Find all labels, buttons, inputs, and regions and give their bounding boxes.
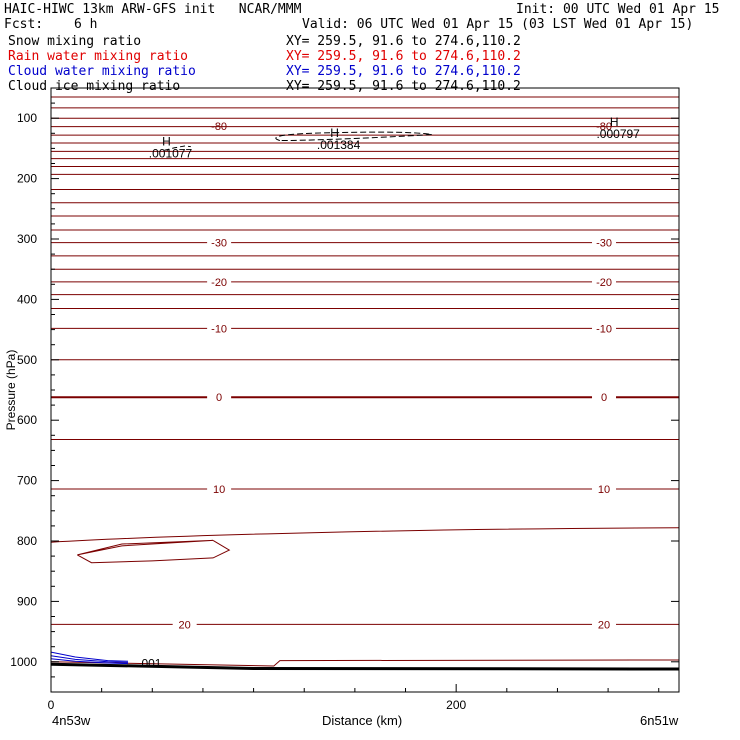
cloud-water-contour [50, 655, 128, 663]
isotherm-sloping-line [50, 527, 680, 543]
plot-title: HAIC-HIWC 13km ARW-GFS init NCAR/MMM [4, 2, 302, 17]
surface-terrain-line [50, 662, 680, 671]
y-tick-label: 500 [17, 353, 37, 367]
field-snow-xy: XY= 259.5, 91.6 to 274.6,110.2 [286, 34, 521, 49]
y-tick-label: 400 [17, 292, 37, 306]
cloud-ice-max-marker: H [162, 134, 171, 148]
x-tick-label: 200 [446, 698, 466, 712]
isotherm-label: -30 [596, 238, 612, 250]
cloud-ice-max-value: .001077 [149, 146, 193, 160]
forecast-value: 6 h [74, 17, 98, 32]
y-axis-label: Pressure (hPa) [4, 350, 18, 431]
y-tick-label: 200 [17, 172, 37, 186]
right-endpoint-label: 6n51w [640, 713, 679, 728]
closed-temperature-contour [77, 539, 231, 564]
isotherm-label: -80 [211, 121, 227, 133]
y-tick-label: 800 [17, 534, 37, 548]
plot-frame [50, 87, 680, 693]
field-cloudwater-name: Cloud water mixing ratio [8, 64, 196, 79]
y-tick-label: 700 [17, 474, 37, 488]
cloud-water-contour [50, 651, 128, 662]
valid-time: Valid: 06 UTC Wed 01 Apr 15 (03 LST Wed … [302, 17, 694, 32]
temperature-contours [50, 96, 680, 667]
isotherm-label: 20 [598, 619, 610, 631]
closed-contour-top [77, 539, 214, 556]
y-tick-label: 100 [17, 111, 37, 125]
field-cloudice-xy: XY= 259.5, 91.6 to 274.6,110.2 [286, 79, 521, 94]
cloud-ice-max-value: .000797 [596, 127, 640, 141]
cloud-water-label: .001 [138, 657, 162, 671]
isotherm-surface-line [50, 659, 680, 667]
isotherm-label: -20 [211, 277, 227, 289]
field-cloudice-name: Cloud ice mixing ratio [8, 79, 181, 94]
cloud-ice-max-marker: H [330, 126, 339, 140]
isotherm-label: -10 [211, 323, 227, 335]
isotherm-label: -30 [211, 238, 227, 250]
isotherm-label: -80 [596, 121, 612, 133]
cloud-ice-contour [275, 131, 432, 142]
init-time: Init: 00 UTC Wed 01 Apr 15 [516, 2, 720, 17]
x-axis-label: Distance (km) [322, 713, 403, 728]
field-snow-name: Snow mixing ratio [8, 34, 142, 49]
isotherm-label: 0 [601, 392, 607, 404]
isotherm-label: 20 [179, 619, 191, 631]
field-rain-name: Rain water mixing ratio [8, 49, 189, 64]
y-tick-label: 600 [17, 413, 37, 427]
forecast-label: Fcst: [4, 17, 44, 32]
left-endpoint-label: 4n53w [52, 713, 91, 728]
field-cloudwater-xy: XY= 259.5, 91.6 to 274.6,110.2 [286, 64, 521, 79]
cloud-ice-max-marker: H [610, 115, 619, 129]
field-rain-xy: XY= 259.5, 91.6 to 274.6,110.2 [286, 49, 521, 64]
isotherm-label: 10 [213, 484, 225, 496]
cloud-water-contours [50, 651, 128, 665]
terrain-line [50, 662, 680, 671]
cloud-water-contour [50, 658, 128, 665]
isotherm-label: -10 [596, 323, 612, 335]
y-tick-label: 300 [17, 232, 37, 246]
closed-contour-bottom [77, 539, 231, 564]
isotherm-label: 0 [216, 392, 222, 404]
y-tick-label: 1000 [10, 655, 37, 669]
isotherm-label: 10 [598, 484, 610, 496]
y-tick-label: 900 [17, 594, 37, 608]
isotherm-label: -20 [596, 277, 612, 289]
cloud-ice-max-value: .001384 [317, 138, 361, 152]
x-tick-label: 0 [48, 698, 55, 712]
cloud-ice-contours [164, 131, 432, 151]
